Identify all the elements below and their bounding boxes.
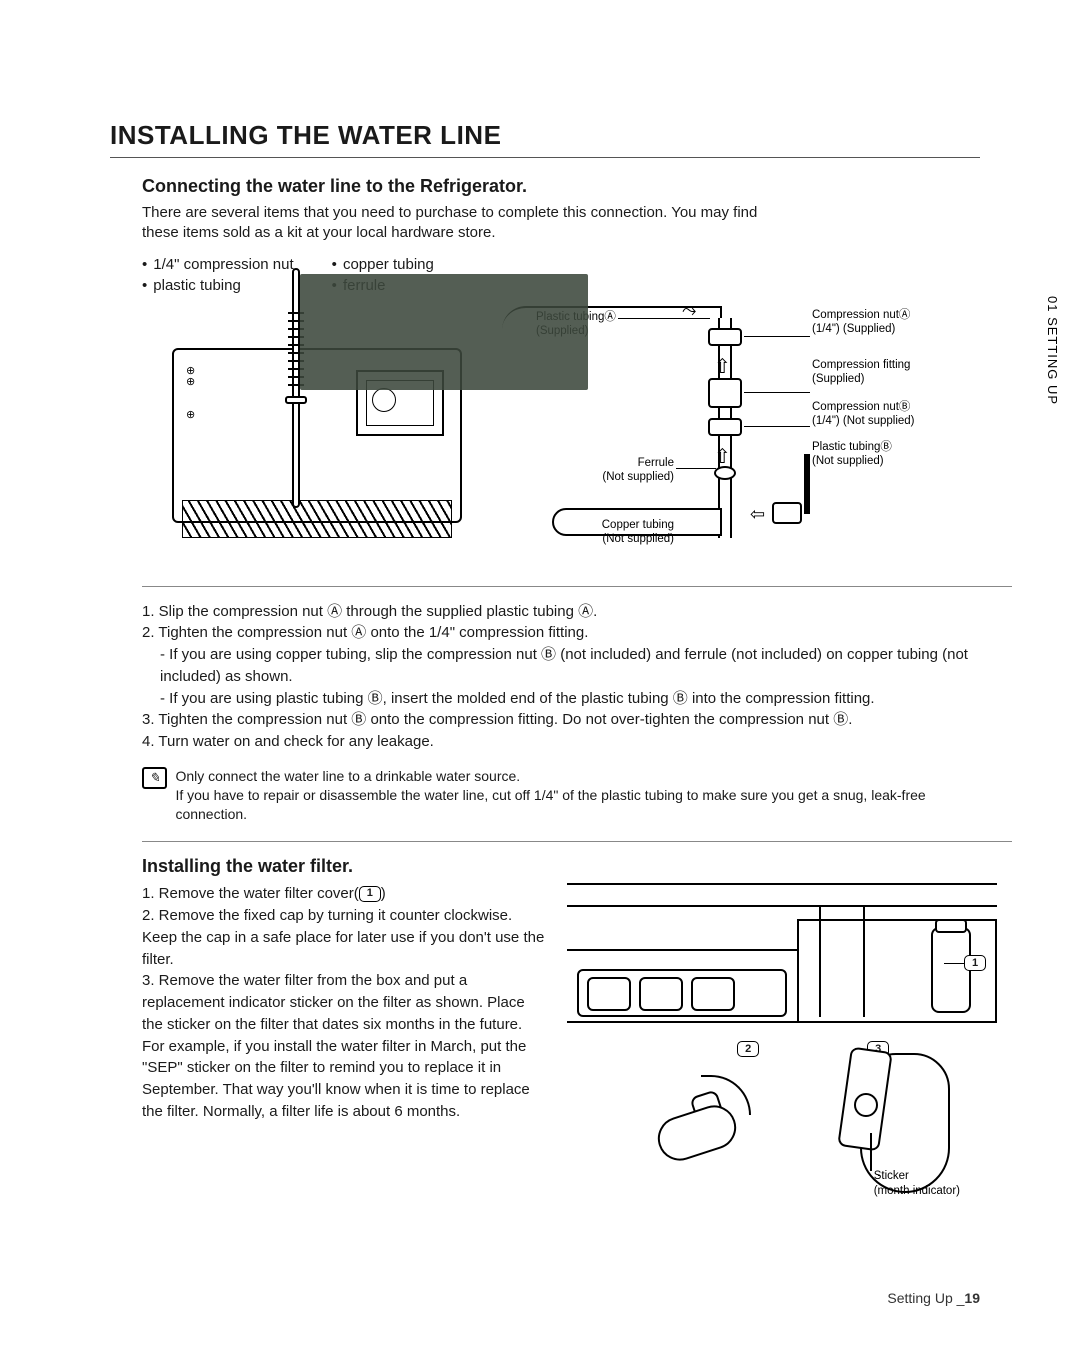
filter-step-2: 2. Remove the fixed cap by turning it co…	[142, 905, 545, 970]
connection-steps: 1. Slip the compression nut Ⓐ through th…	[142, 601, 980, 753]
divider	[142, 841, 1012, 842]
sticker-label: Sticker (month indicator)	[874, 1169, 960, 1198]
part-item: 1/4" compression nut	[142, 256, 294, 273]
step: 3. Tighten the compression nut Ⓑ onto th…	[142, 709, 980, 731]
callout-1-inline: 1	[359, 886, 381, 902]
cap-illustration	[637, 1071, 757, 1181]
label-copper: Copper tubing (Not supplied)	[582, 518, 674, 547]
step: 1. Slip the compression nut Ⓐ through th…	[142, 601, 980, 623]
filter-step-3: 3. Remove the water filter from the box …	[142, 970, 545, 1122]
section2-title: Installing the water filter.	[142, 856, 980, 877]
section1-intro: There are several items that you need to…	[142, 203, 782, 244]
filter-step-1: 1. Remove the water filter cover(1)	[142, 883, 545, 905]
highlight-overlay	[300, 274, 588, 390]
substep: - If you are using copper tubing, slip t…	[160, 644, 980, 688]
page-title: INSTALLING THE WATER LINE	[110, 120, 980, 151]
divider	[142, 586, 1012, 587]
note-line: Only connect the water line to a drinkab…	[175, 767, 980, 786]
part-item: copper tubing	[332, 256, 434, 273]
section-tab: 01 SETTING UP	[1045, 296, 1060, 405]
filter-steps: 1. Remove the water filter cover(1) 2. R…	[142, 883, 545, 1213]
label-comp-fitting: Compression fitting (Supplied)	[812, 358, 910, 387]
step: 2. Tighten the compression nut Ⓐ onto th…	[142, 622, 980, 644]
filter-section: 1. Remove the water filter cover(1) 2. R…	[142, 883, 980, 1213]
label-comp-nut-a: Compression nutⒶ (1/4") (Supplied)	[812, 308, 910, 337]
part-item: plastic tubing	[142, 277, 294, 294]
label-comp-nut-b: Compression nutⒷ (1/4") (Not supplied)	[812, 400, 915, 429]
label-plastic-b: Plastic tubingⒷ (Not supplied)	[812, 440, 892, 469]
label-ferrule: Ferrule (Not supplied)	[598, 456, 674, 485]
callout-1: 1	[964, 955, 986, 971]
substep: - If you are using plastic tubing Ⓑ, ins…	[160, 688, 980, 710]
note-icon: ✎	[142, 767, 167, 789]
section1-title: Connecting the water line to the Refrige…	[142, 176, 980, 197]
page-footer: Setting Up _19	[887, 1290, 980, 1306]
note-block: ✎ Only connect the water line to a drink…	[142, 767, 980, 824]
shelf-illustration	[567, 883, 997, 1033]
title-rule	[110, 157, 980, 158]
note-line: If you have to repair or disassemble the…	[175, 786, 980, 824]
manual-page: 01 SETTING UP INSTALLING THE WATER LINE …	[0, 0, 1080, 1354]
step: 4. Turn water on and check for any leaka…	[142, 731, 980, 753]
filter-diagram: 1 2 3 Sticker (month indicator)	[567, 883, 980, 1213]
callout-2: 2	[737, 1041, 759, 1057]
